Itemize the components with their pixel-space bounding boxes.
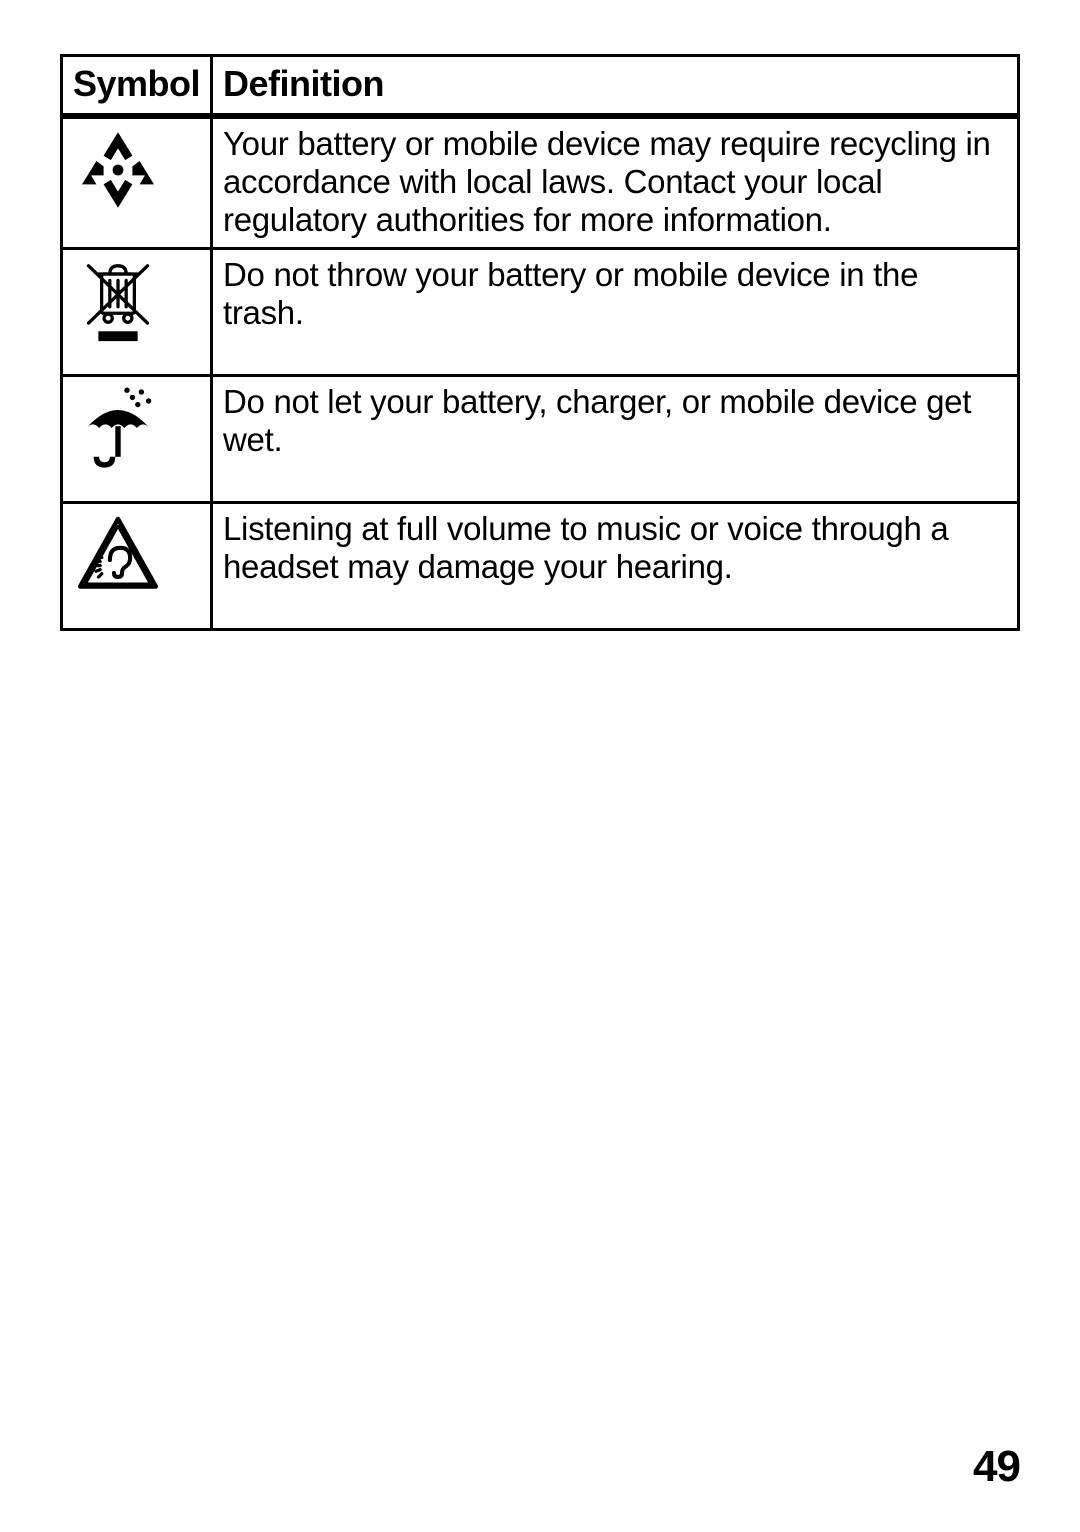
page-number: 49: [973, 1442, 1020, 1492]
keep-dry-umbrella-icon: [73, 383, 163, 473]
symbol-cell: [62, 248, 212, 375]
table-row: Do not throw your battery or mobile devi…: [62, 248, 1019, 375]
table-row: Your battery or mobile device may requir…: [62, 116, 1019, 248]
symbol-cell: [62, 375, 212, 502]
hearing-warning-icon: [73, 510, 163, 600]
table-row: Listening at full volume to music or voi…: [62, 502, 1019, 629]
definition-cell: Listening at full volume to music or voi…: [212, 502, 1019, 629]
symbol-cell: [62, 116, 212, 248]
symbol-cell: [62, 502, 212, 629]
definition-cell: Your battery or mobile device may requir…: [212, 116, 1019, 248]
symbol-definition-table: Symbol Definition: [60, 54, 1020, 631]
definition-cell: Do not let your battery, charger, or mob…: [212, 375, 1019, 502]
recycle-icon: [73, 125, 163, 215]
table-row: Do not let your battery, charger, or mob…: [62, 375, 1019, 502]
table-header-row: Symbol Definition: [62, 56, 1019, 117]
column-header-symbol: Symbol: [62, 56, 212, 117]
definition-cell: Do not throw your battery or mobile devi…: [212, 248, 1019, 375]
no-trash-bin-icon: [73, 256, 163, 346]
column-header-definition: Definition: [212, 56, 1019, 117]
